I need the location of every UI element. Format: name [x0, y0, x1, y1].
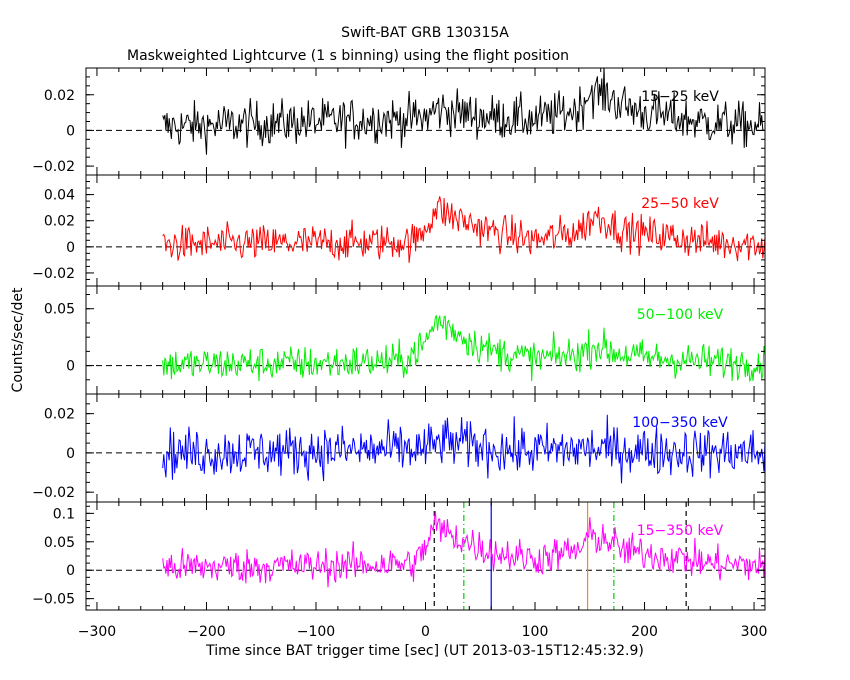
- y-axis-label: Counts/sec/det: [10, 287, 26, 392]
- band-label: 50−100 keV: [637, 307, 724, 323]
- lightcurve-5: [162, 510, 765, 588]
- x-tick-label: −200: [187, 624, 225, 640]
- band-label: 15−350 keV: [637, 523, 724, 539]
- y-tick-label: −0.05: [32, 592, 75, 608]
- chart-title: Swift-BAT GRB 130315A: [341, 25, 509, 41]
- chart-subtitle: Maskweighted Lightcurve (1 s binning) us…: [127, 48, 569, 64]
- y-tick-label: 0: [66, 446, 75, 462]
- x-tick-label: −300: [78, 624, 116, 640]
- band-label: 25−50 keV: [641, 196, 719, 212]
- y-tick-label: −0.02: [32, 485, 75, 501]
- y-tick-label: −0.02: [32, 266, 75, 282]
- y-tick-label: 0.02: [44, 214, 75, 230]
- y-tick-label: 0.02: [44, 88, 75, 104]
- panel-1: −0.02 0 0.02 15−25 keV: [32, 67, 766, 176]
- band-label: 100−350 keV: [632, 415, 728, 431]
- y-tick-label: 0: [66, 240, 75, 256]
- lightcurve-3: [162, 314, 765, 383]
- y-tick-label: 0.05: [44, 302, 75, 318]
- y-tick-label: 0: [66, 563, 75, 579]
- y-tick-label: 0.04: [44, 188, 75, 204]
- x-tick-label: 100: [522, 624, 549, 640]
- panel-4: −0.02 0 0.02 100−350 keV: [32, 393, 766, 503]
- x-tick-label: 0: [421, 624, 430, 640]
- band-label: 15−25 keV: [641, 89, 719, 105]
- y-tick-label: −0.02: [32, 159, 75, 175]
- panel-5: −0.05 0 0.05 0.1 15−350 keV: [32, 501, 766, 611]
- y-tick-label: 0: [66, 123, 75, 139]
- x-axis-label: Time since BAT trigger time [sec] (UT 20…: [205, 643, 644, 659]
- lightcurve-2: [162, 196, 765, 263]
- y-tick-label: 0: [66, 359, 75, 375]
- lightcurve-4: [162, 414, 765, 484]
- y-tick-label: 0.05: [44, 535, 75, 551]
- y-tick-label: 0.1: [53, 506, 75, 522]
- x-tick-label: 200: [631, 624, 658, 640]
- y-tick-label: 0.02: [44, 407, 75, 423]
- panel-frame: [85, 67, 766, 176]
- lightcurve-1: [162, 68, 765, 155]
- panel-3: 0 0.05 50−100 keV: [44, 285, 766, 395]
- x-tick-label: −100: [297, 624, 335, 640]
- x-tick-label: 300: [741, 624, 768, 640]
- panel-2: −0.02 0 0.02 0.04 25−50 keV: [32, 174, 766, 287]
- panels: −0.02 0 0.02 15−25 keV −0.02 0 0.02 0.04 25−50 k…: [32, 67, 768, 640]
